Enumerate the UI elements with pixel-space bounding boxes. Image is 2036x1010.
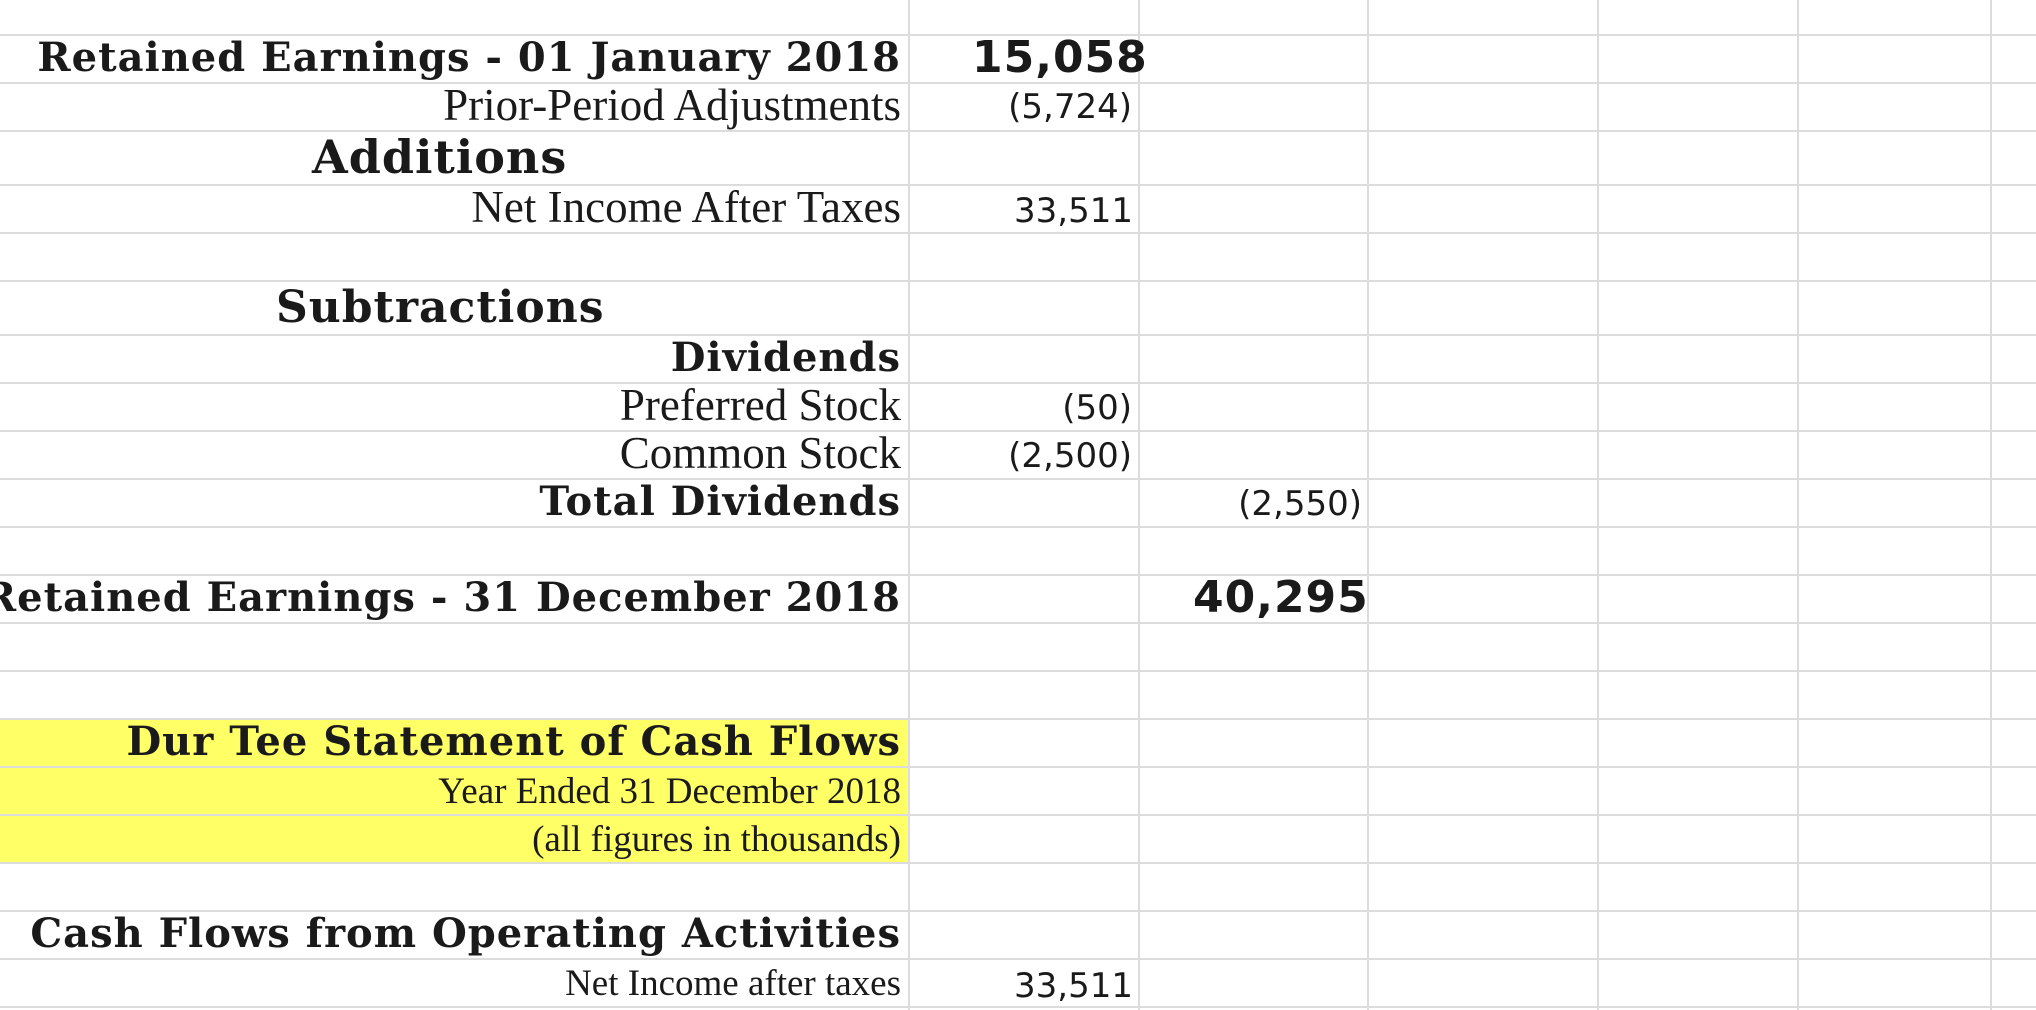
column-divider — [908, 0, 910, 1010]
row-divider — [0, 910, 2036, 912]
column-divider — [1367, 0, 1369, 1010]
row-divider — [0, 526, 2036, 528]
row-divider — [0, 622, 2036, 624]
retained-earnings-closing-value[interactable]: 40,295 — [1193, 572, 1369, 623]
retained-earnings-opening-value[interactable]: 15,058 — [972, 32, 1148, 83]
row-divider — [0, 1006, 2036, 1008]
common-stock-value[interactable]: (2,500) — [1008, 436, 1132, 476]
preferred-stock-value[interactable]: (50) — [1062, 388, 1132, 428]
net-income-after-taxes-label[interactable]: Net Income After Taxes — [471, 182, 901, 232]
row-divider — [0, 130, 2036, 132]
column-divider — [1797, 0, 1799, 1010]
row-divider — [0, 766, 2036, 768]
row-divider — [0, 670, 2036, 672]
operating-net-income-label[interactable]: Net Income after taxes — [565, 963, 901, 1004]
row-divider — [0, 862, 2036, 864]
operating-activities-heading[interactable]: Cash Flows from Operating Activities — [30, 910, 901, 957]
subtractions-heading[interactable]: Subtractions — [276, 282, 605, 333]
row-divider — [0, 382, 2036, 384]
row-divider — [0, 280, 2036, 282]
column-divider — [1138, 0, 1140, 1010]
column-divider — [1597, 0, 1599, 1010]
total-dividends-label[interactable]: Total Dividends — [539, 478, 901, 525]
net-income-after-taxes-value[interactable]: 33,511 — [1014, 191, 1133, 231]
row-divider — [0, 478, 2036, 480]
row-divider — [0, 430, 2036, 432]
row-divider — [0, 34, 2036, 36]
cash-flow-statement-units[interactable]: (all figures in thousands) — [532, 819, 901, 860]
prior-period-adjustments-value[interactable]: (5,724) — [1008, 87, 1132, 127]
row-divider — [0, 184, 2036, 186]
row-divider — [0, 718, 2036, 720]
additions-heading[interactable]: Additions — [312, 130, 568, 184]
retained-earnings-opening-label[interactable]: Retained Earnings - 01 January 2018 — [37, 34, 901, 81]
column-divider — [1990, 0, 1992, 1010]
total-dividends-value[interactable]: (2,550) — [1238, 484, 1362, 524]
preferred-stock-label[interactable]: Preferred Stock — [619, 380, 901, 430]
row-divider — [0, 334, 2036, 336]
prior-period-adjustments-label[interactable]: Prior-Period Adjustments — [443, 80, 901, 130]
row-divider — [0, 82, 2036, 84]
dividends-heading[interactable]: Dividends — [670, 334, 901, 381]
highlighted-cell-range — [0, 718, 908, 864]
common-stock-label[interactable]: Common Stock — [619, 428, 901, 478]
cash-flow-statement-title[interactable]: Dur Tee Statement of Cash Flows — [126, 718, 901, 765]
row-divider — [0, 814, 2036, 816]
row-divider — [0, 958, 2036, 960]
row-divider — [0, 574, 2036, 576]
cash-flow-statement-period[interactable]: Year Ended 31 December 2018 — [438, 771, 901, 812]
row-divider — [0, 232, 2036, 234]
retained-earnings-closing-label[interactable]: Retained Earnings - 31 December 2018 — [0, 574, 901, 621]
operating-net-income-value[interactable]: 33,511 — [1014, 966, 1133, 1006]
